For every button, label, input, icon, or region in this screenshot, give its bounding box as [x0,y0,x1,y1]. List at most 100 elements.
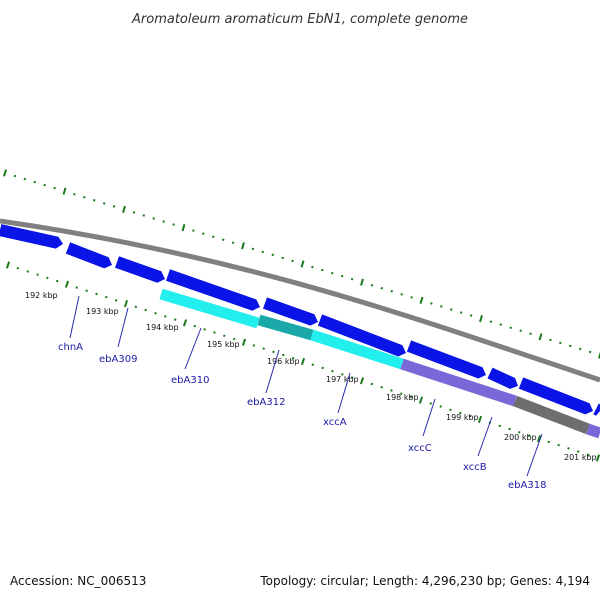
gene-label-lines [69,295,543,477]
tick-mark [499,323,503,326]
tick-mark [331,271,334,275]
tick-mark [213,331,216,334]
tick-mark [321,268,324,272]
tick-mark [449,408,452,412]
tick-mark [439,405,442,408]
tick-mark [577,450,580,453]
tick-mark [598,351,600,359]
tick-mark [282,353,285,357]
tick-mark [262,347,265,350]
kbp-label: 195 kbp [207,340,240,349]
tick-mark [321,366,324,370]
kbp-label: 199 kbp [446,413,479,422]
gene-label: xccB [463,462,487,473]
topology-summary: Topology: circular; Length: 4,296,230 bp… [259,574,590,588]
tick-mark [241,242,245,250]
tick-mark [132,211,136,214]
map-title: Aromatoleum aromaticum EbN1, complete ge… [131,12,468,27]
tick-mark [144,308,147,312]
tick-mark [527,434,531,437]
tick-mark [26,270,29,273]
inner-tick-ring [5,261,600,462]
reverse-gene-segment [159,288,260,329]
kbp-label: 194 kbp [146,323,179,332]
label-connector-line [69,295,80,339]
tick-mark [252,344,256,347]
tick-mark [172,223,175,226]
tick-mark [360,278,364,286]
tick-mark [300,260,305,268]
tick-mark [154,311,157,315]
tick-mark [569,344,572,348]
gene-label: xccA [323,417,347,428]
tick-mark [16,266,20,270]
tick-mark [390,290,393,293]
tick-mark [400,392,403,395]
tick-mark [440,305,443,308]
tick-mark [272,350,275,354]
tick-mark [251,247,255,251]
tick-mark [114,299,118,302]
tick-mark [162,220,165,223]
tick-mark [359,377,365,385]
tick-mark [142,214,146,217]
tick-mark [450,308,453,311]
tick-mark [578,347,582,351]
tick-mark [300,357,306,366]
gene-labels: chnA ebA309 ebA310 ebA312 xccA xccC xccB… [58,342,546,491]
tick-mark [459,311,463,314]
tick-mark [380,385,383,389]
tick-mark [557,443,560,447]
tick-mark [498,424,501,428]
tick-mark [105,295,108,299]
tick-mark [559,341,562,345]
tick-mark [85,289,88,293]
tick-mark [93,199,96,202]
tick-mark [529,332,532,336]
label-connector-line [477,416,493,457]
tick-mark [595,454,600,462]
gene-label: chnA [58,342,83,353]
tick-mark [468,414,472,418]
tick-mark [410,296,413,299]
position-labels: 192 kbp 193 kbp 194 kbp 195 kbp 196 kbp … [25,291,597,462]
tick-mark [370,283,374,287]
tick-mark [350,277,354,281]
tick-mark [350,376,354,379]
tick-mark [232,337,236,341]
reverse-gene-segment [400,358,517,407]
tick-mark [13,174,17,178]
reverse-gene-segment [257,314,314,341]
tick-mark [291,259,294,263]
label-connector-line [422,398,436,437]
forward-arrow-icon [65,242,112,269]
tick-mark [202,232,205,235]
kbp-label: 198 kbp [386,393,419,402]
tick-mark [508,427,511,431]
tick-mark [547,440,551,444]
gene-label: ebA310 [171,375,209,386]
tick-mark [36,273,39,276]
tick-mark [55,279,59,283]
tick-mark [418,396,424,404]
forward-arrow-icon [406,340,486,379]
accession-text: Accession: NC_006513 [10,574,146,588]
gene-label: xccC [408,443,432,454]
tick-mark [538,333,543,341]
tick-mark [231,241,235,245]
label-connector-line [117,307,129,348]
tick-mark [123,299,129,308]
reverse-gene-segment [310,329,404,370]
gene-label: ebA309 [99,354,137,365]
tick-mark [419,296,424,304]
tick-mark [193,324,197,328]
tick-mark [489,320,493,323]
kbp-label: 196 kbp [267,357,300,366]
tick-mark [203,328,206,331]
tick-mark [549,338,552,342]
forward-arrow-icon [317,314,406,357]
tick-mark [241,338,247,346]
label-connector-line [184,327,202,370]
tick-mark [152,217,155,220]
tick-mark [509,326,512,329]
